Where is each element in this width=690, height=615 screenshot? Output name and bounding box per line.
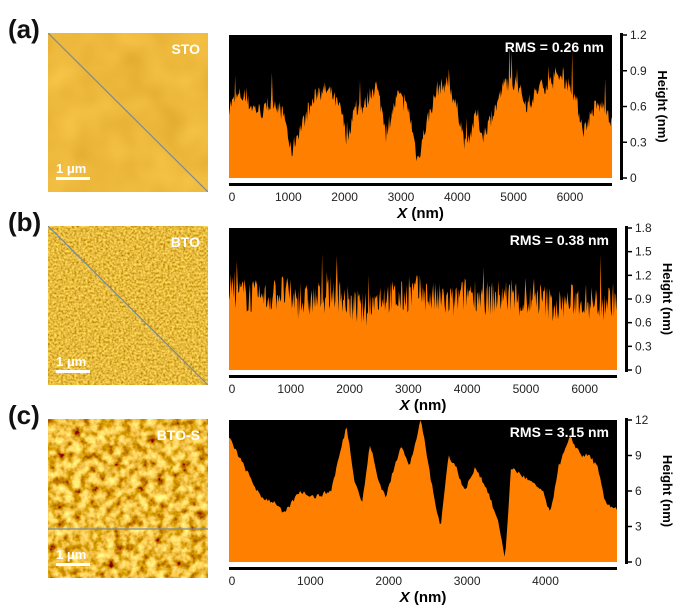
scale-bar: 1 μm	[56, 547, 90, 566]
x-tick-label: 4000	[444, 190, 471, 204]
x-tick-label: 3000	[454, 574, 481, 588]
x-tick-label: 5000	[500, 190, 527, 204]
y-tick-label: 0	[630, 171, 637, 185]
rms-annotation: RMS = 0.38 nm	[510, 232, 609, 248]
panel-label-b: (b)	[8, 207, 42, 237]
x-axis-label: X (nm)	[399, 589, 447, 606]
chart-1: RMS = 0.38 nm 0 1000 2000 3000 4000 5000 6000 X …	[229, 221, 675, 414]
y-axis-line	[625, 226, 628, 372]
x-axis-label: X (nm)	[396, 205, 444, 222]
height-profile-area	[229, 253, 617, 370]
x-tick-label: 0	[229, 574, 236, 588]
y-tick-label: 0.9	[635, 292, 652, 306]
scale-bar-label: 1 μm	[56, 161, 87, 176]
y-tick-label: 0	[635, 363, 642, 377]
y-tick-label: 3	[635, 520, 642, 534]
y-tick-label: 9	[635, 449, 642, 463]
x-tick-label: 0	[229, 190, 236, 204]
x-axis-line	[229, 567, 617, 570]
scale-bar-label: 1 μm	[56, 547, 87, 562]
x-tick-label: 1000	[277, 382, 304, 396]
x-axis-line	[229, 183, 612, 186]
scale-bar: 1 μm	[56, 161, 90, 180]
y-axis-line	[625, 418, 628, 564]
scan-line	[48, 33, 208, 192]
panel-label-a: (a)	[8, 14, 40, 44]
chart-2: RMS = 3.15 nm 0 1000 2000 3000 4000 X (nm) 0 3 6 9…	[229, 413, 675, 606]
y-tick-label: 0.3	[635, 339, 652, 353]
sample-name: STO	[171, 41, 200, 57]
x-tick-label: 2000	[331, 190, 358, 204]
y-tick-label: 0.6	[635, 316, 652, 330]
y-tick-label: 1.5	[635, 245, 652, 259]
afm-image-sto: STO 1 μm	[48, 33, 208, 192]
x-axis-line	[229, 375, 617, 378]
sample-name: BTO	[170, 234, 200, 250]
rms-annotation: RMS = 0.26 nm	[505, 39, 604, 55]
y-tick-label: 1.2	[635, 268, 652, 282]
panel-label-c: (c)	[8, 400, 40, 430]
y-axis-label: Height (nm)	[660, 263, 675, 335]
y-tick-label: 12	[635, 413, 649, 427]
chart-0: RMS = 0.26 nm 0 1000 2000 3000 4000 5000 6000 X …	[229, 28, 670, 222]
x-tick-label: 1000	[297, 574, 324, 588]
x-tick-label: 6000	[571, 382, 598, 396]
x-tick-label: 3000	[388, 190, 415, 204]
y-tick-label: 1.2	[630, 28, 647, 42]
afm-image-bto-s: BTO-S 1 μm	[48, 419, 208, 578]
scale-bar: 1 μm	[56, 354, 90, 373]
x-tick-label: 2000	[336, 382, 363, 396]
y-tick-label: 0.6	[630, 100, 647, 114]
height-profile-area	[229, 420, 617, 562]
x-axis-label: X (nm)	[399, 397, 447, 414]
height-profile-area	[229, 43, 612, 178]
sample-name: BTO-S	[156, 427, 200, 443]
y-tick-label: 6	[635, 484, 642, 498]
scan-line	[48, 226, 208, 385]
y-tick-label: 0.9	[630, 64, 647, 78]
x-tick-label: 0	[229, 382, 236, 396]
y-tick-label: 1.8	[635, 221, 652, 235]
y-tick-label: 0	[635, 555, 642, 569]
x-tick-label: 2000	[375, 574, 402, 588]
x-tick-label: 4000	[454, 382, 481, 396]
y-axis-label: Height (nm)	[655, 70, 670, 142]
x-tick-label: 3000	[395, 382, 422, 396]
x-tick-label: 6000	[557, 190, 584, 204]
afm-image-bto: BTO 1 μm	[48, 226, 208, 385]
y-tick-label: 0.3	[630, 135, 647, 149]
rms-annotation: RMS = 3.15 nm	[510, 424, 609, 440]
y-axis-line	[620, 33, 623, 180]
x-tick-label: 4000	[532, 574, 559, 588]
scale-bar-label: 1 μm	[56, 354, 87, 369]
x-tick-label: 1000	[275, 190, 302, 204]
y-axis-label: Height (nm)	[660, 455, 675, 527]
x-tick-label: 5000	[513, 382, 540, 396]
